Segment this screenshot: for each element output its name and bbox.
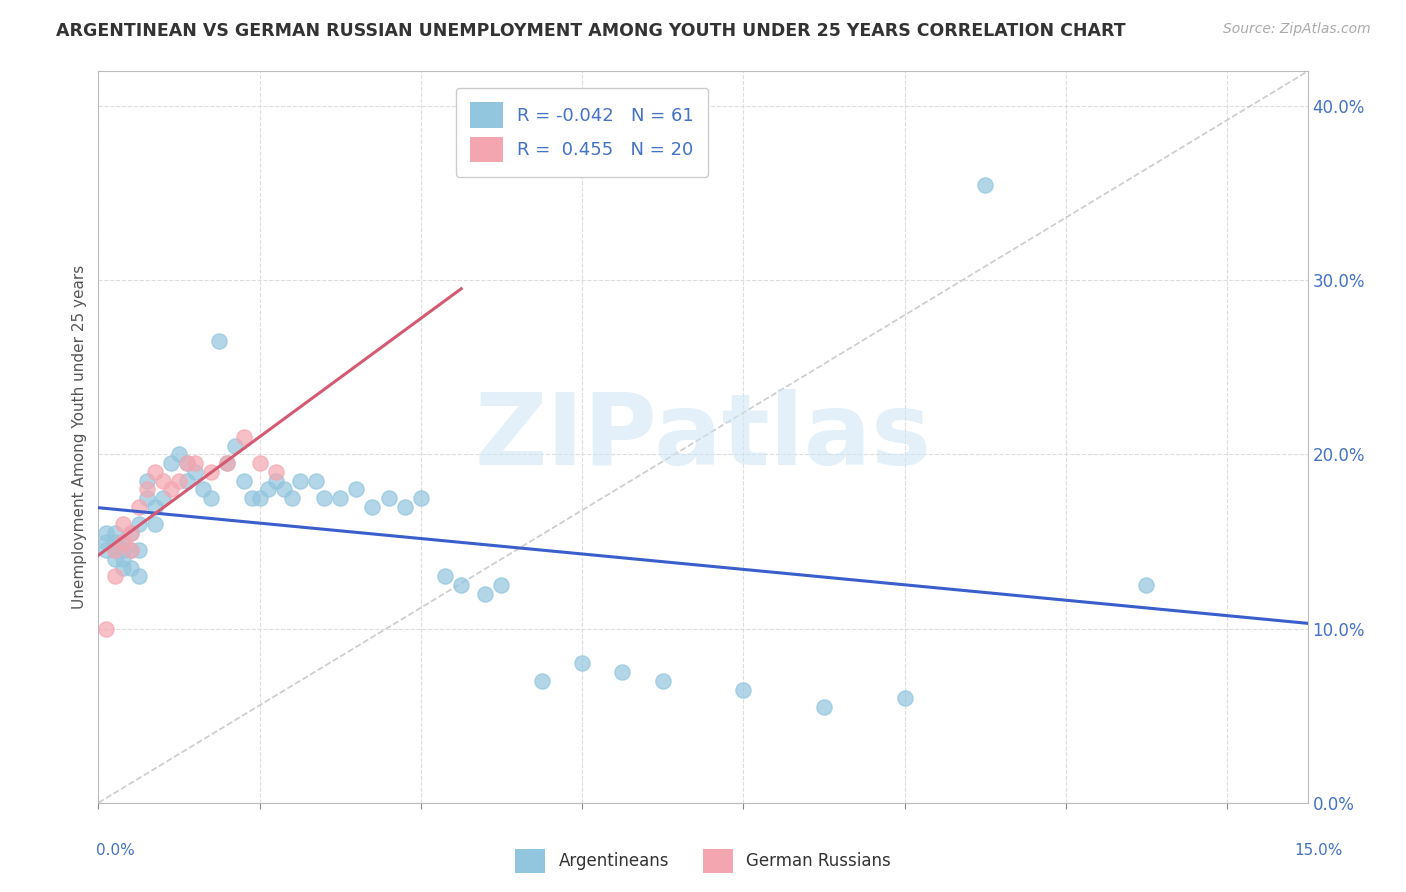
Point xyxy=(143,517,166,532)
Point xyxy=(96,622,118,636)
Point xyxy=(256,483,278,497)
Text: ARGENTINEAN VS GERMAN RUSSIAN UNEMPLOYMENT AMONG YOUTH UNDER 25 YEARS CORRELATIO: ARGENTINEAN VS GERMAN RUSSIAN UNEMPLOYME… xyxy=(56,22,1126,40)
Point xyxy=(152,474,174,488)
Point xyxy=(530,673,553,688)
Point xyxy=(128,543,150,558)
Point xyxy=(264,474,287,488)
Point xyxy=(111,534,134,549)
Point xyxy=(103,543,125,558)
Point xyxy=(160,456,183,470)
Point xyxy=(103,569,125,583)
Legend: R = -0.042   N = 61, R =  0.455   N = 20: R = -0.042 N = 61, R = 0.455 N = 20 xyxy=(456,87,709,177)
Point xyxy=(135,491,157,505)
Point xyxy=(128,500,150,514)
Point xyxy=(733,682,755,697)
Y-axis label: Unemployment Among Youth under 25 years: Unemployment Among Youth under 25 years xyxy=(72,265,87,609)
Text: 15.0%: 15.0% xyxy=(1295,843,1343,858)
Point xyxy=(111,543,134,558)
Point xyxy=(434,569,457,583)
Point xyxy=(651,673,673,688)
Point xyxy=(200,491,222,505)
Point xyxy=(135,483,157,497)
Point xyxy=(167,448,190,462)
Text: 0.0%: 0.0% xyxy=(96,843,135,858)
Point xyxy=(120,543,142,558)
Point xyxy=(152,491,174,505)
Point xyxy=(103,552,125,566)
Point xyxy=(128,569,150,583)
Point xyxy=(217,456,239,470)
Point xyxy=(111,534,134,549)
Point xyxy=(208,334,231,349)
Point xyxy=(193,483,215,497)
Point xyxy=(281,491,304,505)
Point xyxy=(120,543,142,558)
Point xyxy=(217,456,239,470)
Point xyxy=(120,525,142,540)
Point xyxy=(409,491,432,505)
Point xyxy=(232,474,254,488)
Point xyxy=(264,465,287,479)
Point xyxy=(160,483,183,497)
Point xyxy=(232,430,254,444)
Point xyxy=(184,465,207,479)
Point xyxy=(176,456,198,470)
Point xyxy=(96,543,118,558)
Point xyxy=(143,465,166,479)
Point xyxy=(128,517,150,532)
Point xyxy=(143,500,166,514)
Point xyxy=(103,534,125,549)
Point xyxy=(893,691,915,706)
Point xyxy=(329,491,352,505)
Point xyxy=(377,491,399,505)
Point xyxy=(240,491,263,505)
Point xyxy=(1135,578,1157,592)
Point xyxy=(974,178,997,192)
Point xyxy=(813,700,835,714)
Point xyxy=(450,578,472,592)
Point xyxy=(273,483,295,497)
Point xyxy=(111,560,134,574)
Point xyxy=(96,534,118,549)
Point xyxy=(135,474,157,488)
Point xyxy=(111,517,134,532)
Point xyxy=(314,491,336,505)
Point xyxy=(120,560,142,574)
Point xyxy=(176,474,198,488)
Point xyxy=(249,491,271,505)
Point xyxy=(111,552,134,566)
Point xyxy=(288,474,311,488)
Point xyxy=(249,456,271,470)
Point xyxy=(394,500,416,514)
Point xyxy=(361,500,384,514)
Point xyxy=(96,525,118,540)
Point xyxy=(344,483,367,497)
Point xyxy=(491,578,513,592)
Point xyxy=(167,474,190,488)
Legend: Argentineans, German Russians: Argentineans, German Russians xyxy=(509,842,897,880)
Point xyxy=(305,474,328,488)
Text: ZIPatlas: ZIPatlas xyxy=(475,389,931,485)
Point xyxy=(184,456,207,470)
Point xyxy=(612,665,634,680)
Point xyxy=(474,587,496,601)
Point xyxy=(103,543,125,558)
Point xyxy=(120,525,142,540)
Point xyxy=(200,465,222,479)
Text: Source: ZipAtlas.com: Source: ZipAtlas.com xyxy=(1223,22,1371,37)
Point xyxy=(103,525,125,540)
Point xyxy=(224,439,246,453)
Point xyxy=(571,657,593,671)
Point xyxy=(176,456,198,470)
